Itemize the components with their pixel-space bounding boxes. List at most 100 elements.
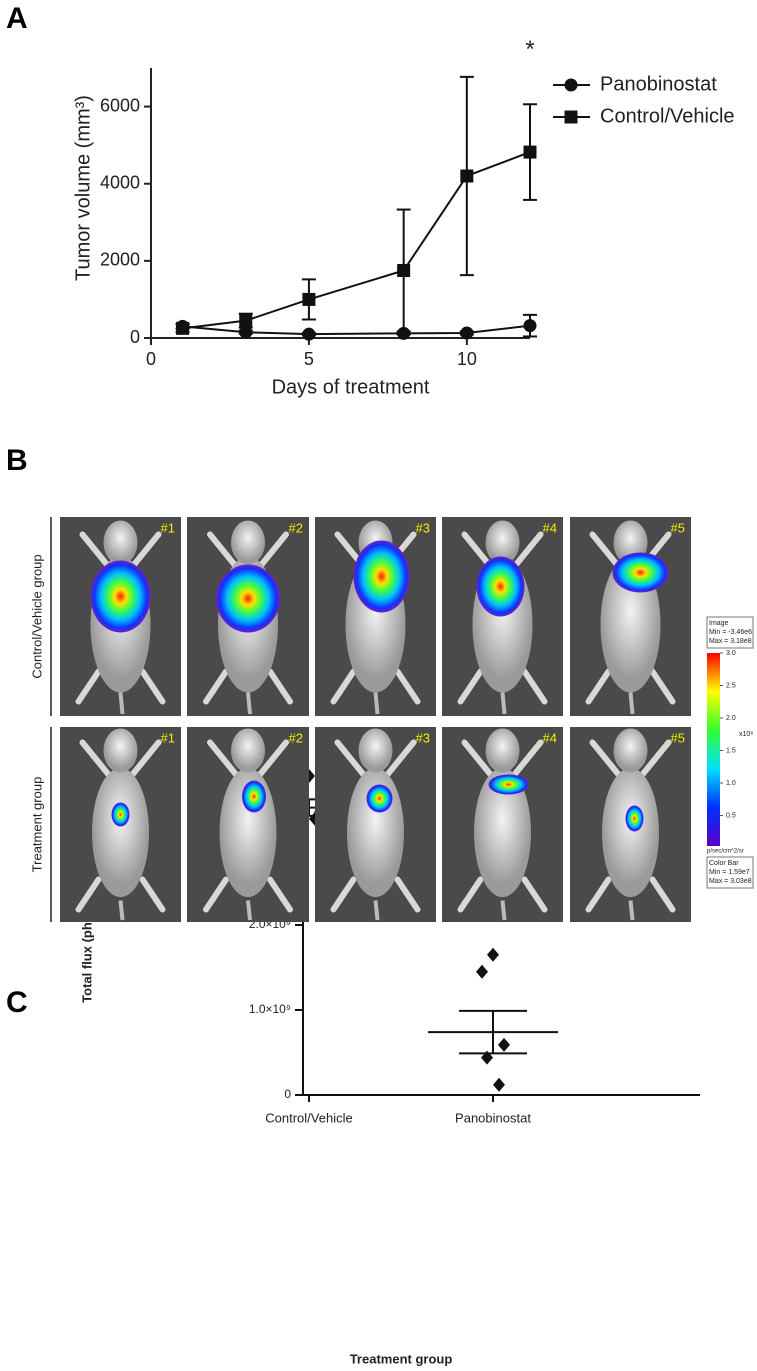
x-tick-label: Control/Vehicle	[265, 1110, 352, 1125]
marker	[564, 110, 578, 124]
mouse-head	[103, 520, 138, 565]
mouse-arms	[75, 739, 166, 913]
colorbar-tick-label: 1.5	[726, 747, 736, 754]
signal	[353, 540, 410, 613]
colorbar-unit: x10⁸	[739, 731, 753, 738]
mouse-head	[485, 728, 520, 773]
panel-letter: B	[6, 444, 28, 477]
y-tick-label: 2000	[100, 250, 140, 270]
animal-id: #3	[416, 520, 430, 535]
signal	[216, 564, 280, 633]
marker	[239, 325, 253, 339]
mouse-head	[358, 728, 393, 773]
mouse-tail	[246, 900, 252, 921]
signal	[488, 774, 529, 795]
signal	[111, 802, 130, 827]
y-axis-label: Tumor volume (mm³)	[72, 95, 94, 281]
marker	[176, 321, 190, 335]
mouse-arms	[203, 739, 293, 913]
marker	[239, 314, 253, 328]
mouse-tail	[500, 692, 507, 715]
mouse-arms	[203, 531, 293, 705]
mouse-body	[474, 767, 531, 898]
signal	[612, 552, 669, 593]
colorbar-tick-label: 1.0	[726, 780, 736, 787]
colorbar-header: Image	[709, 620, 729, 627]
animal-id: #4	[543, 730, 557, 745]
marker	[302, 292, 316, 306]
mouse-tail	[118, 692, 125, 715]
animal-id: #1	[161, 730, 175, 745]
x-tick-label: 10	[457, 349, 477, 369]
colorbar-footer: Color Bar	[709, 860, 739, 867]
data-point	[476, 964, 488, 979]
animal-id: #3	[416, 730, 430, 745]
data-point	[487, 947, 499, 962]
y-tick-label: 4000	[100, 172, 140, 192]
sem-bar	[459, 1009, 527, 1055]
mouse-arms	[457, 531, 548, 705]
signal	[476, 556, 525, 617]
colorbar-tick-label: 3.0	[726, 650, 736, 657]
mouse-head	[231, 520, 265, 565]
legend-label: Control/Vehicle	[600, 105, 735, 127]
series-line	[182, 151, 531, 330]
mouse-head	[231, 728, 265, 773]
mouse-tail	[373, 692, 380, 715]
marker	[523, 145, 537, 159]
marker	[397, 264, 411, 277]
mouse-arms	[75, 531, 166, 705]
animal-id: #5	[671, 520, 685, 535]
animal-id: #4	[543, 520, 557, 535]
colorbar-footer: Min = 1.59e7	[709, 869, 750, 876]
x-axis-label: Treatment group	[350, 1351, 453, 1366]
colorbar-tick-label: 2.0	[726, 715, 736, 722]
colorbar-footer: Max = 3.03e8	[709, 878, 752, 885]
colorbar-header: Max = 3.18e8	[709, 638, 752, 645]
legend-box	[706, 856, 754, 889]
x-tick-label: 0	[146, 349, 156, 369]
mouse-arms	[330, 739, 421, 913]
row-label: Treatment group	[29, 777, 44, 873]
legend-label: Panobinostat	[600, 73, 717, 95]
marker	[397, 326, 411, 340]
animal-id: #5	[671, 730, 685, 745]
mouse-body	[602, 767, 659, 898]
x-axis-label: Days of treatment	[272, 376, 430, 398]
marker	[460, 169, 474, 183]
mouse-body	[92, 767, 149, 898]
marker	[460, 326, 474, 340]
y-tick-label: 0	[284, 1087, 291, 1101]
mouse-arms	[585, 531, 676, 705]
x-tick-label: Panobinostat	[455, 1110, 531, 1125]
data-point	[498, 1037, 510, 1052]
series-line	[182, 324, 531, 336]
mouse-tail	[246, 692, 252, 715]
mouse-arms	[457, 739, 548, 913]
data-point	[493, 1077, 505, 1092]
mouse-arms	[585, 739, 676, 913]
row-label: Control/Vehicle group	[29, 554, 44, 678]
animal-id: #2	[289, 730, 303, 745]
animal-id: #1	[161, 520, 175, 535]
mouse-tail	[373, 900, 380, 921]
marker	[302, 327, 316, 341]
signal	[366, 784, 393, 813]
y-tick-label: 0	[130, 327, 140, 347]
colorbar-units: p/sec/cm^2/sr	[707, 849, 744, 855]
mouse-tail	[628, 692, 635, 715]
signal	[625, 805, 644, 832]
mouse-head	[613, 728, 648, 773]
marker	[523, 319, 537, 333]
mouse-head	[103, 728, 138, 773]
signal	[90, 560, 151, 633]
legend-box	[706, 616, 754, 649]
panel-letter: C	[6, 986, 28, 1019]
annotation: *	[525, 36, 534, 63]
y-tick-label: 6000	[100, 95, 140, 115]
colorbar	[707, 653, 720, 846]
signal	[242, 780, 266, 813]
y-tick-label: 1.0×10⁹	[249, 1002, 291, 1016]
animal-id: #2	[289, 520, 303, 535]
